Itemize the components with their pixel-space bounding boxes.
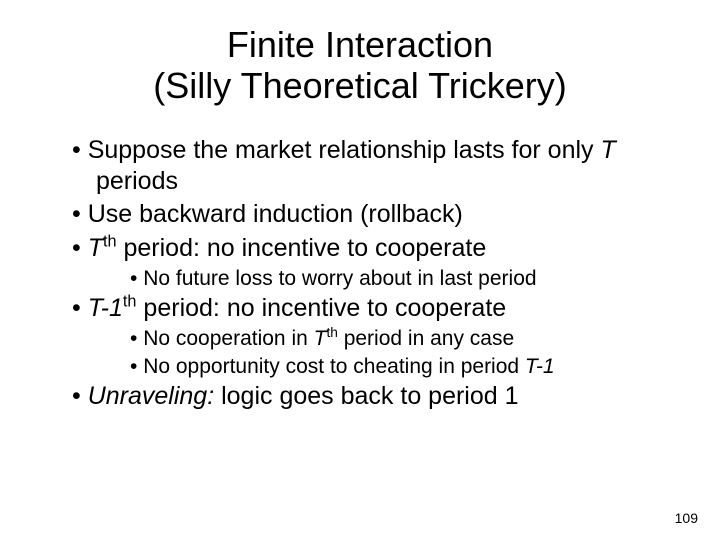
- bullet-5-post: logic goes back to period 1: [214, 382, 518, 410]
- bullet-3a: No future loss to worry about in last pe…: [150, 266, 680, 292]
- bullet-1: Suppose the market relationship lasts fo…: [96, 135, 680, 198]
- bullet-4b-pre: No opportunity cost to cheating in perio…: [143, 355, 525, 378]
- bullet-4-T: T-1: [88, 294, 123, 322]
- bullet-4b: No opportunity cost to cheating in perio…: [150, 354, 680, 380]
- bullet-4-sup: th: [123, 293, 137, 311]
- bullet-4a-post: period in any case: [338, 327, 514, 350]
- bullet-4a: No cooperation in Tth period in any case: [150, 326, 680, 352]
- bullet-4a-sup: th: [326, 325, 337, 340]
- bullet-3a-text: No future loss to worry about in last pe…: [143, 267, 536, 290]
- bullet-4a-T: T: [314, 327, 327, 350]
- bullet-2-text: Use backward induction (rollback): [88, 200, 463, 228]
- bullet-1-post: periods: [96, 167, 178, 195]
- bullet-1-T: T: [600, 136, 615, 164]
- bullet-5: Unraveling: logic goes back to period 1: [96, 381, 680, 412]
- page-number: 109: [675, 510, 698, 526]
- title-line-1: Finite Interaction: [227, 24, 493, 65]
- bullet-4-post: period: no incentive to cooperate: [136, 294, 506, 322]
- bullet-4: T-1th period: no incentive to cooperate: [96, 293, 680, 324]
- bullet-3: Tth period: no incentive to cooperate: [96, 233, 680, 264]
- bullet-2: Use backward induction (rollback): [96, 199, 680, 230]
- title-line-2: (Silly Theoretical Trickery): [153, 65, 566, 106]
- bullet-4a-pre: No cooperation in: [143, 327, 313, 350]
- bullet-3-T: T: [88, 234, 103, 262]
- slide-title: Finite Interaction (Silly Theoretical Tr…: [40, 24, 680, 107]
- bullet-1-pre: Suppose the market relationship lasts fo…: [88, 136, 601, 164]
- bullet-3-sup: th: [103, 232, 117, 250]
- bullet-5-unravel: Unraveling:: [88, 382, 214, 410]
- bullet-4b-T: T-1: [525, 355, 555, 378]
- bullet-list: Suppose the market relationship lasts fo…: [40, 135, 680, 412]
- bullet-3-post: period: no incentive to cooperate: [117, 234, 487, 262]
